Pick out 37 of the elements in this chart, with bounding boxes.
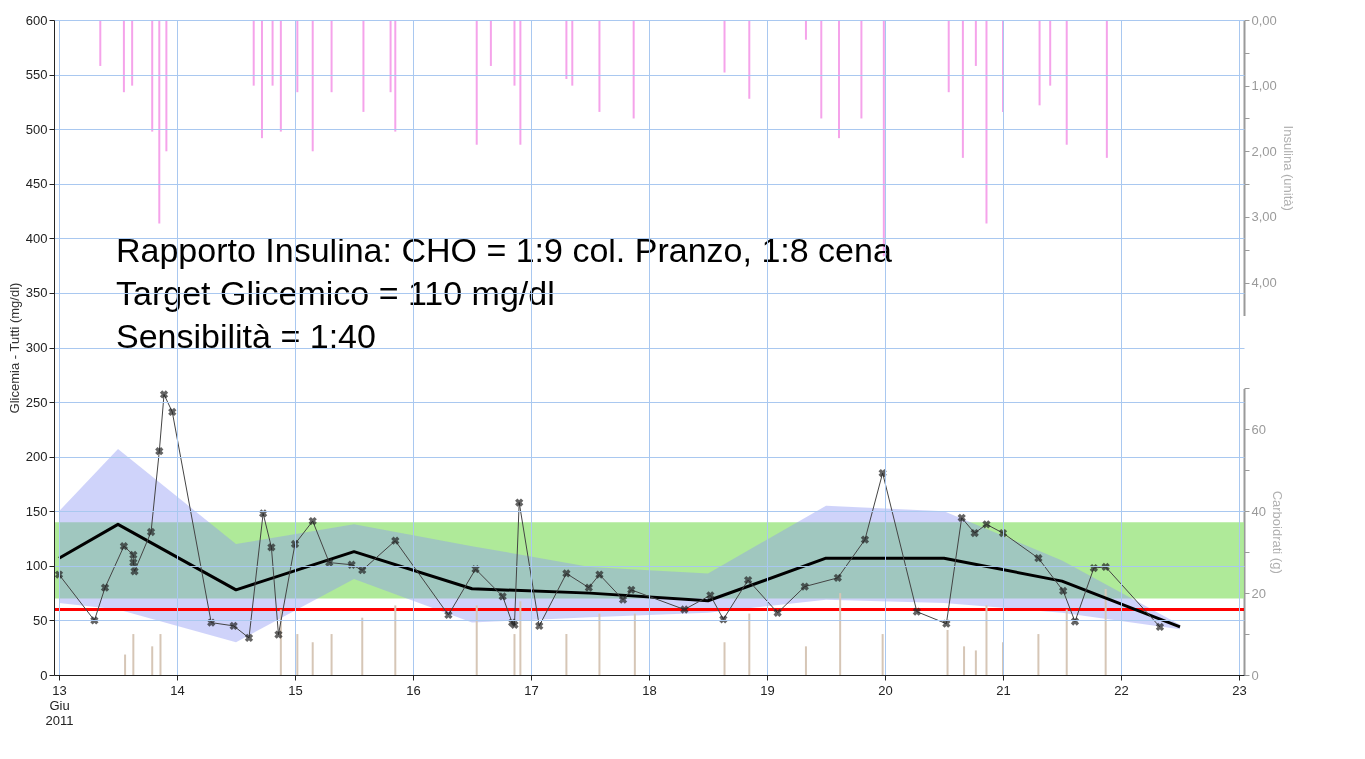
- y3-tick-label: 40: [1251, 503, 1266, 519]
- y-tick-label: 550: [25, 67, 48, 83]
- x-tick-label: 20: [878, 682, 893, 698]
- x-tick-label: 18: [642, 682, 657, 698]
- y2-tick-label: 4,00: [1251, 275, 1277, 291]
- y2-axis-title: Insulina (unità): [1280, 125, 1296, 211]
- y-axis-title: Glicemia - Tutti (mg/dl): [6, 282, 22, 414]
- y3-tick-label: 0: [1251, 667, 1259, 683]
- x-tick-label: 13 Giu 2011: [45, 682, 74, 728]
- y2-tick-label: 1,00: [1251, 78, 1277, 94]
- y-tick-label: 0: [40, 667, 48, 683]
- y-tick-label: 250: [25, 394, 48, 410]
- x-tick-label: 17: [524, 682, 539, 698]
- y-tick-label: 400: [25, 230, 48, 246]
- y-tick-label: 450: [25, 176, 48, 192]
- y-tick-label: 50: [33, 612, 48, 628]
- x-tick-label: 16: [406, 682, 421, 698]
- x-tick-label: 21: [996, 682, 1011, 698]
- x-tick-label: 14: [170, 682, 185, 698]
- y3-tick-label: 20: [1251, 585, 1266, 601]
- y2-tick-label: 3,00: [1251, 209, 1277, 225]
- x-tick-label: 22: [1114, 682, 1129, 698]
- x-tick-label: 23: [1232, 682, 1247, 698]
- x-tick-label: 15: [288, 682, 303, 698]
- y-tick-label: 100: [25, 558, 48, 574]
- y2-tick-label: 0,00: [1251, 12, 1277, 28]
- y-tick-label: 600: [25, 12, 48, 28]
- x-tick-label: 19: [760, 682, 775, 698]
- y-tick-label: 150: [25, 503, 48, 519]
- annotation: Rapporto Insulina: CHO = 1:9 col. Pranzo, 1:8 cena: [116, 231, 892, 269]
- y-tick-label: 200: [25, 449, 48, 465]
- y3-tick-label: 60: [1251, 421, 1266, 437]
- y-tick-label: 300: [25, 340, 48, 355]
- y3-axis-title: Carboidrati (g): [1269, 490, 1285, 574]
- y-tick-label: 500: [25, 121, 48, 137]
- y-tick-label: 350: [25, 285, 48, 301]
- y2-tick-label: 2,00: [1251, 143, 1277, 159]
